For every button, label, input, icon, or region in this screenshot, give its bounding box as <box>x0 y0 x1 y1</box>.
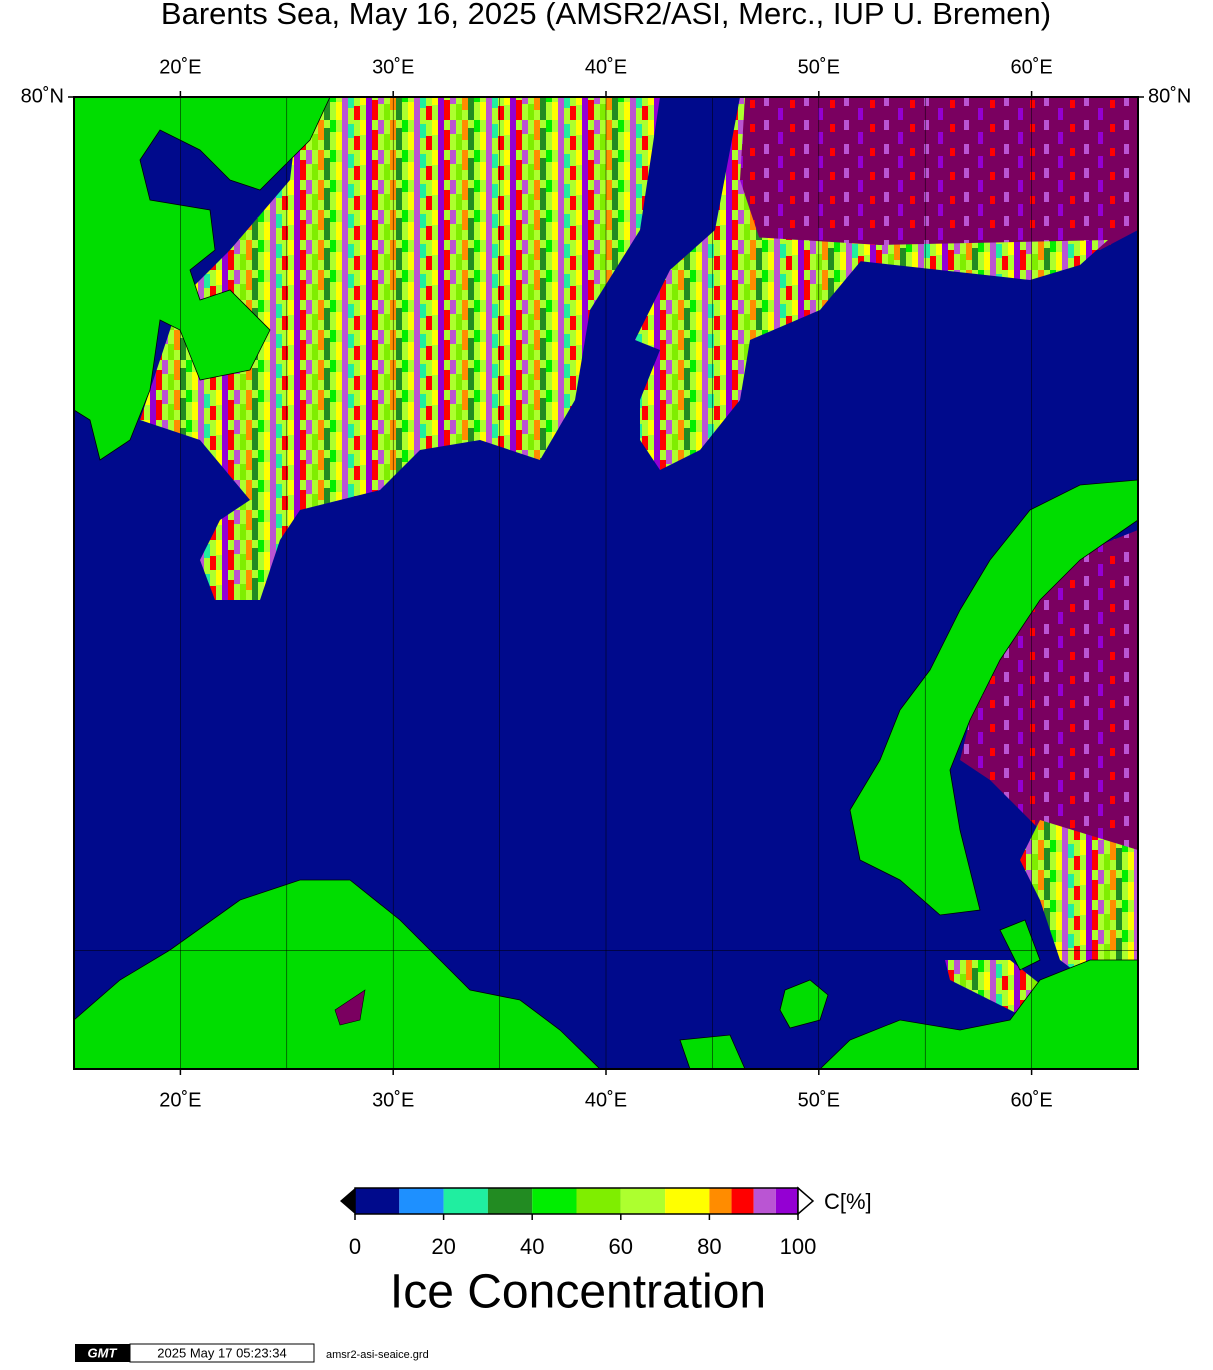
sea-ice <box>720 235 1108 280</box>
land-vaygach <box>999 919 1041 971</box>
colorbar-tick-label: 20 <box>431 1234 455 1259</box>
lon-label: 30˚E <box>372 1089 414 1111</box>
lon-label: 20˚E <box>159 1089 201 1111</box>
colorbar-segment <box>709 1188 732 1214</box>
lon-label: 30˚E <box>372 56 414 78</box>
colorbar-under <box>340 1188 355 1214</box>
colorbar-tick-label: 100 <box>780 1234 817 1259</box>
sea-ice <box>740 97 1138 250</box>
colorbar-unit: C[%] <box>824 1189 872 1214</box>
colorbar-segment <box>576 1188 621 1214</box>
lon-label: 40˚E <box>585 56 627 78</box>
title: Barents Sea, May 16, 2025 (AMSR2/ASI, Me… <box>161 0 1051 31</box>
colorbar-segment <box>443 1188 488 1214</box>
lon-label: 40˚E <box>585 1089 627 1111</box>
sea-ice <box>960 530 1138 870</box>
logo: GMT <box>88 1345 118 1360</box>
colorbar-tick-label: 80 <box>697 1234 721 1259</box>
colorbar-segment <box>620 1188 666 1214</box>
lat-label: 80˚N <box>1148 85 1191 107</box>
sea-ice <box>140 97 660 600</box>
lon-label: 20˚E <box>159 56 201 78</box>
land-mainland <box>819 959 1138 1069</box>
colorbar-segment <box>775 1188 798 1214</box>
logo-box <box>75 1344 130 1362</box>
colorbar-over <box>797 1186 815 1216</box>
colorbar-segment <box>665 1188 710 1214</box>
sea-ice <box>1020 820 1138 990</box>
lon-label: 50˚E <box>798 56 840 78</box>
colorbar-segment <box>355 1188 400 1214</box>
land-scandinavia <box>74 879 601 1069</box>
colorbar-segment <box>731 1188 754 1214</box>
land-novaya-zemlya <box>849 479 1138 916</box>
lon-label: 50˚E <box>798 1089 840 1111</box>
colorbar-tick-label: 60 <box>609 1234 633 1259</box>
colorbar-segment <box>753 1188 776 1214</box>
colorbar-title: Ice Concentration <box>390 1266 766 1319</box>
sea-ice <box>635 97 870 470</box>
colorbar-tick-label: 0 <box>349 1234 361 1259</box>
timestamp-box <box>129 1343 315 1363</box>
colorbar-segment <box>487 1188 533 1214</box>
colorbar-segment <box>532 1188 577 1214</box>
filename: amsr2-asi-seaice.grd <box>326 1349 429 1361</box>
timestamp: 2025 May 17 05:23:34 <box>157 1345 286 1360</box>
colorbar-tick-label: 40 <box>520 1234 544 1259</box>
land-kolguyev <box>779 979 829 1029</box>
lat-label: 80˚N <box>21 85 64 107</box>
land-lake <box>334 989 366 1026</box>
map <box>74 97 1138 1069</box>
colorbar-segment <box>399 1188 444 1214</box>
lon-label: 60˚E <box>1010 1089 1052 1111</box>
lon-label: 60˚E <box>1010 56 1052 78</box>
land-svalbard <box>74 97 331 461</box>
